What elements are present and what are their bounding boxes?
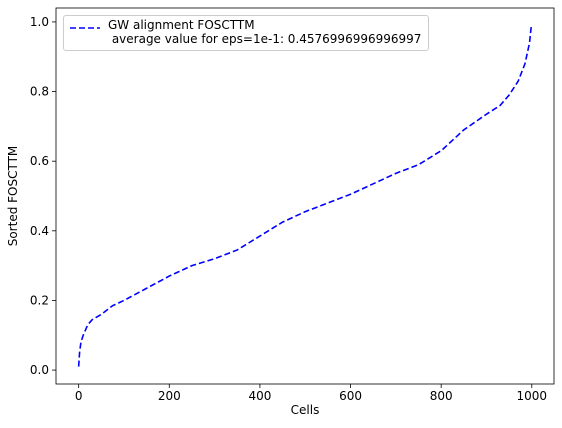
data-line <box>77 25 533 367</box>
x-tick-label: 1000 <box>517 389 548 403</box>
y-tick-label: 0.8 <box>30 85 49 99</box>
legend-swatch <box>70 27 100 29</box>
plot-frame <box>55 7 555 385</box>
y-axis-label: Sorted FOSCTTM <box>6 146 20 247</box>
y-tick-label: 0.0 <box>30 363 49 377</box>
y-tick-label: 0.6 <box>30 154 49 168</box>
y-tick-label: 1.0 <box>30 15 49 29</box>
x-tick-label: 600 <box>339 389 362 403</box>
legend-label: GW alignment FOSCTTM average value for e… <box>108 18 422 46</box>
y-tick-label: 0.4 <box>30 224 49 238</box>
legend: GW alignment FOSCTTM average value for e… <box>63 15 429 51</box>
x-tick-label: 0 <box>75 389 83 403</box>
x-axis-label: Cells <box>291 403 320 417</box>
x-tick-label: 200 <box>158 389 181 403</box>
y-tick-label: 0.2 <box>30 293 49 307</box>
x-tick-label: 400 <box>248 389 271 403</box>
x-tick-label: 800 <box>430 389 453 403</box>
